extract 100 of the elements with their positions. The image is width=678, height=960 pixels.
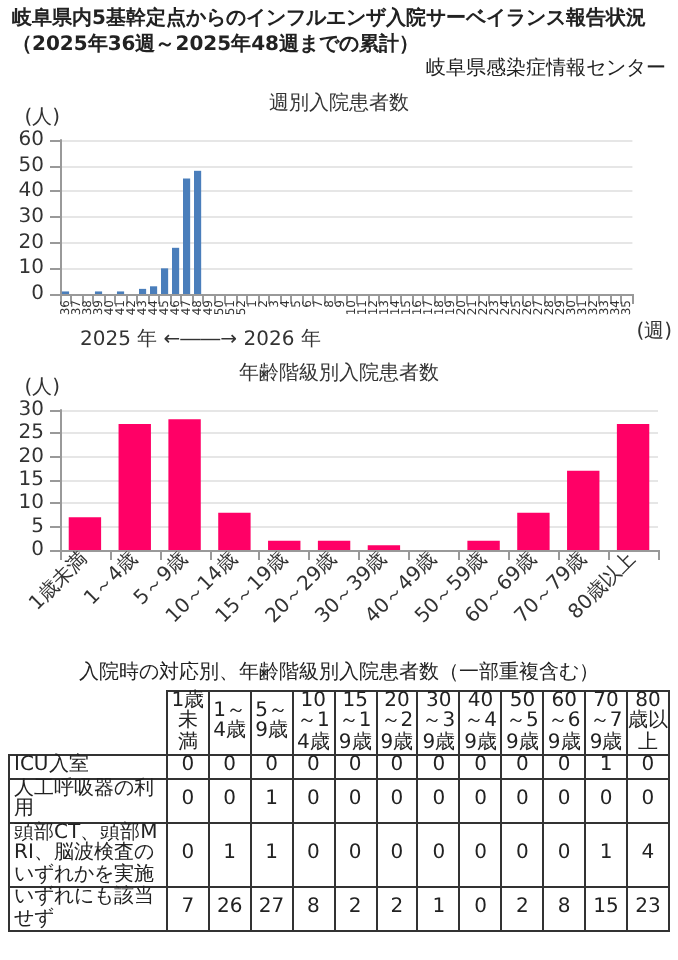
data-label: 1 — [585, 822, 627, 887]
x-tick-label: 10～14歳 — [292, 689, 335, 755]
y-tick-label: 10 — [18, 491, 44, 514]
data-label: 0 — [167, 822, 209, 887]
data-label: 2 — [334, 887, 377, 931]
bar — [517, 511, 550, 549]
y-tick-label: 60 — [18, 128, 44, 150]
data-label: 27 — [250, 887, 293, 931]
y-tick-label: 30 — [18, 398, 44, 420]
data-label: 0 — [459, 778, 502, 822]
x-tick-label: 70～79歳 — [585, 689, 627, 755]
bar — [194, 169, 202, 293]
text: 2025 年 ←――→ 2026 年 — [80, 326, 321, 350]
y-tick-label: 0 — [31, 538, 44, 560]
bar — [138, 287, 147, 293]
data-label: 0 — [459, 887, 502, 931]
data-label: 1 — [250, 822, 293, 887]
bar — [168, 418, 201, 549]
bar — [268, 539, 301, 549]
x-tick-label: 20～29歳 — [376, 689, 418, 755]
text: 岐阜県内5基幹定点からのインフルエンザ入院サーベイランス報告状況（2025年36週～2025年48週までの累計） — [12, 8, 648, 57]
data-label: 2 — [501, 887, 544, 931]
data-label: 0 — [626, 778, 669, 822]
bar — [567, 469, 600, 549]
text: 岐阜県感染症情報センター — [424, 58, 666, 83]
data-label: 23 — [626, 887, 669, 931]
data-label: 0 — [292, 822, 335, 887]
data-label: 0 — [250, 754, 293, 778]
x-tick-label: 50～59歳 — [501, 689, 544, 755]
data-label: 0 — [376, 778, 418, 822]
data-label: 0 — [417, 778, 460, 822]
data-label: 0 — [208, 754, 251, 778]
bar — [317, 539, 351, 549]
y-tick-label: 15 — [18, 468, 44, 490]
bar — [218, 511, 251, 549]
data-label: 2 — [376, 887, 418, 931]
bar — [160, 267, 169, 293]
y-tick-label: 30 — [18, 205, 44, 227]
bar — [118, 423, 151, 549]
bar — [68, 516, 102, 549]
x-axis-title: (週) — [636, 320, 673, 342]
data-label: 0 — [292, 778, 335, 822]
y-tick-label: 20 — [18, 444, 44, 467]
x-tick-label: 5～9歳 — [250, 690, 293, 755]
data-label: 0 — [376, 822, 418, 887]
data-label: 0 — [543, 822, 586, 887]
x-tick-label: 80歳以上 — [626, 689, 669, 755]
data-label: 0 — [501, 754, 544, 778]
y-tick-label: いずれにも該当せず — [9, 886, 167, 931]
data-label: 0 — [376, 754, 418, 778]
y-tick-label: ICU入室 — [9, 754, 167, 778]
data-label: 0 — [501, 822, 544, 887]
data-label: 0 — [417, 754, 460, 778]
data-label: 0 — [334, 822, 377, 887]
y-tick-label: 25 — [18, 421, 44, 444]
data-label: 0 — [417, 822, 460, 887]
x-tick-label: 40～49歳 — [459, 689, 502, 755]
x-tick-label: 1～4歳 — [208, 690, 251, 755]
data-label: 8 — [292, 887, 335, 931]
data-label: 0 — [459, 754, 502, 778]
data-label: 0 — [626, 754, 669, 778]
data-label: 7 — [167, 887, 209, 931]
y-tick-label: 頭部CT、頭部MRI、脳波検査のいずれかを実施 — [9, 821, 167, 887]
y-tick-label: 40 — [18, 179, 44, 202]
data-label: 0 — [167, 754, 209, 778]
y-tick-label: 0 — [31, 282, 44, 304]
data-label: 1 — [250, 778, 293, 822]
data-label: 1 — [208, 822, 251, 887]
bar — [467, 539, 500, 549]
chart-title: 年齢階級別入院患者数 — [239, 360, 439, 384]
data-label: 0 — [334, 778, 377, 822]
x-tick-label: 15～19歳 — [334, 689, 377, 755]
y-axis-title: (人) — [24, 106, 61, 128]
data-label: 0 — [208, 778, 251, 822]
x-tick-label: 1歳未満 — [167, 689, 209, 755]
data-label: 1 — [585, 754, 627, 778]
data-label: 0 — [501, 778, 544, 822]
y-tick-label: 10 — [18, 256, 44, 279]
data-label: 0 — [543, 754, 586, 778]
bar — [149, 285, 158, 293]
data-label: 0 — [585, 778, 627, 822]
data-label: 0 — [167, 778, 209, 822]
chart-title: 入院時の対応別、年齢階級別入院患者数（一部重複含む） — [77, 659, 601, 685]
data-label: 8 — [543, 887, 586, 931]
data-label: 0 — [334, 754, 377, 778]
data-label: 26 — [208, 887, 251, 931]
bar — [616, 423, 650, 549]
x-tick-label: 60～69歳 — [543, 689, 586, 755]
chart-title: 週別入院患者数 — [269, 90, 409, 114]
bar — [172, 246, 180, 293]
x-tick-label: 30～39歳 — [417, 689, 460, 755]
data-label: 1 — [417, 887, 460, 931]
data-label: 0 — [459, 822, 502, 887]
data-label: 4 — [626, 822, 669, 887]
y-tick-label: 20 — [18, 230, 44, 253]
data-label: 0 — [543, 778, 586, 822]
bar — [183, 177, 191, 293]
y-tick-label: 50 — [18, 153, 44, 176]
data-label: 15 — [585, 887, 627, 931]
y-axis-title: (人) — [24, 376, 61, 398]
